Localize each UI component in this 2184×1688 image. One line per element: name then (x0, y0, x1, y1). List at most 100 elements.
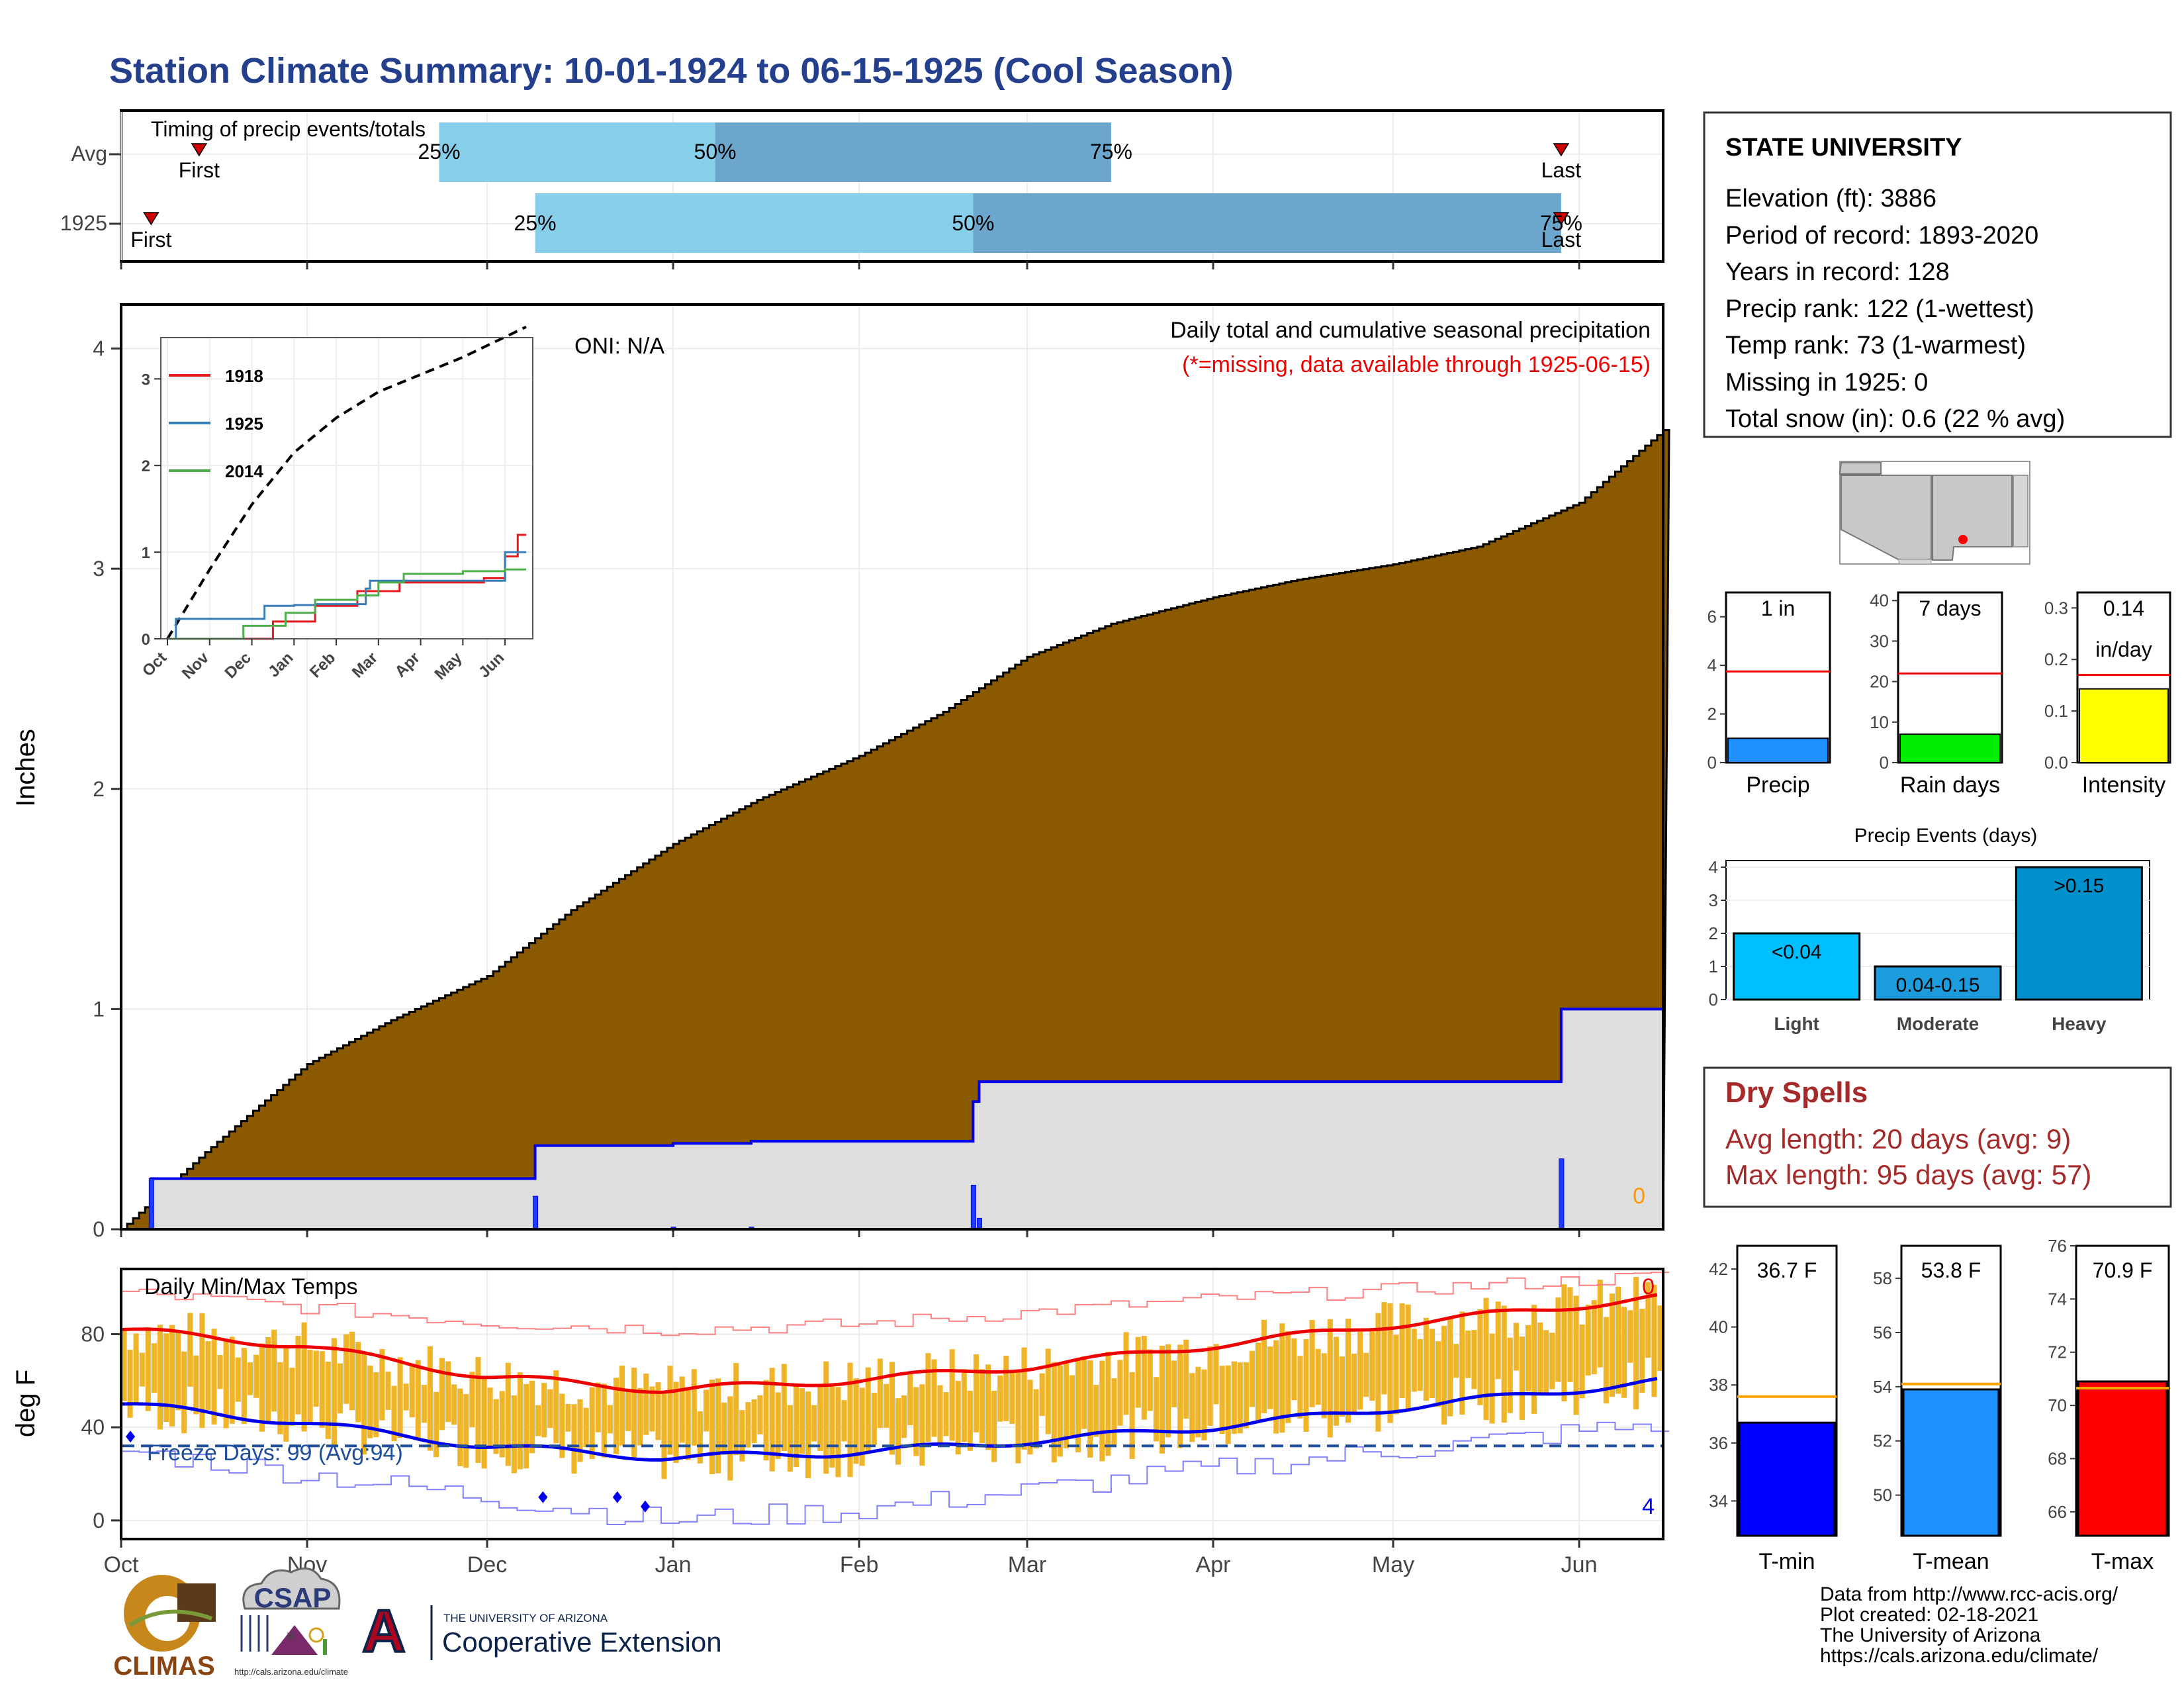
daily-temp-bar (853, 1378, 859, 1464)
summary-tick-label: 10 (1870, 712, 1889, 732)
timing-avg-first-label: First (179, 158, 220, 182)
daily-temp-bar (229, 1336, 235, 1424)
daily-temp-bar (679, 1376, 685, 1443)
inset-line-1918 (167, 534, 526, 640)
daily-temp-bar (1621, 1307, 1627, 1398)
x-axis-tick-label: Feb (840, 1552, 879, 1577)
daily-temp-bar (505, 1362, 511, 1466)
daily-temp-bar (493, 1399, 499, 1454)
daily-temp-bar (1045, 1348, 1051, 1434)
daily-temp-bar (823, 1361, 829, 1474)
summary-bar-label: Rain days (1900, 773, 2000, 798)
daily-temp-bar (961, 1369, 967, 1442)
temp-value-label: 36.7 F (1757, 1258, 1817, 1282)
daily-temp-bar (1483, 1297, 1489, 1421)
daily-temp-bar (1093, 1385, 1099, 1437)
event-category-label: Light (1774, 1013, 1819, 1034)
daily-temp-bar (463, 1393, 469, 1468)
daily-temp-bar (925, 1353, 931, 1442)
daily-temp-bar (295, 1336, 301, 1415)
daily-temp-bar (1507, 1337, 1513, 1413)
event-bar-light (1733, 932, 1861, 1001)
daily-temp-bar (1459, 1311, 1465, 1415)
timing-year-q50-label: 50% (952, 211, 994, 235)
temp-max-missing: 0 (1642, 1274, 1655, 1299)
daily-temp-bar (709, 1380, 715, 1474)
events-tick-label: 1 (1709, 957, 1718, 976)
temp-frame (120, 1268, 1664, 1540)
daily-temp-bar (727, 1396, 733, 1481)
temp-bar-t-min (1738, 1421, 1836, 1537)
daily-temp-bar (403, 1383, 409, 1411)
daily-temp-bar (1207, 1346, 1213, 1426)
daily-temp-bar (427, 1346, 433, 1451)
csap-cactus-icon (323, 1639, 327, 1655)
daily-temp-bar (319, 1351, 325, 1429)
csap-wordmark: CSAP (254, 1582, 332, 1613)
temp-panel: Daily Min/Max Temps Freeze Days: 99 (Avg… (11, 1268, 1670, 1577)
daily-temp-bar (433, 1391, 439, 1458)
freeze-marker (612, 1491, 622, 1503)
csap-sun-icon (308, 1627, 324, 1643)
map-region-north (1839, 462, 1882, 475)
daily-temp-bar (415, 1360, 421, 1439)
daily-temp-bar (553, 1370, 559, 1444)
footer-credits: Data from http://www.rcc-acis.org/ Plot … (1820, 1583, 2118, 1667)
summary-tick-label: 20 (1870, 672, 1889, 692)
daily-temp-bar (835, 1387, 841, 1477)
inset-y-tick-label: 2 (142, 457, 150, 475)
temp-bar-tick-label: 50 (1873, 1485, 1892, 1505)
daily-temp-bar (895, 1398, 901, 1465)
daily-temp-bar (247, 1362, 253, 1395)
cumulative-year-line (121, 1008, 1663, 1231)
daily-temp-bar (613, 1378, 619, 1454)
daily-temp-bar (1129, 1372, 1135, 1459)
daily-temp-bar (1615, 1286, 1621, 1394)
daily-temp-bar (937, 1385, 943, 1443)
csap-logo: CSAP ✳ http://cals.arizona.edu/climate (234, 1567, 348, 1677)
daily-temp-bar (1051, 1362, 1057, 1463)
temp-y-tick: 80 (81, 1322, 105, 1346)
inset-legend-label: 1925 (225, 414, 263, 434)
dry-spells-avg: Avg length: 20 days (avg: 9) (1725, 1123, 2071, 1154)
footer-institution: The University of Arizona (1820, 1624, 2041, 1646)
daily-temp-bar (619, 1366, 625, 1446)
daily-temp-bar (1021, 1347, 1027, 1450)
daily-temp-bar (1357, 1331, 1363, 1410)
daily-temp-bar (625, 1389, 631, 1431)
daily-temp-bar (325, 1362, 331, 1439)
station-info-box: STATE UNIVERSITY Elevation (ft): 3886 Pe… (1703, 111, 2172, 438)
csap-mountain-icon (271, 1625, 318, 1655)
freeze-marker (126, 1430, 136, 1443)
x-axis-tick-label: Jan (655, 1552, 692, 1577)
daily-temp-bar (445, 1361, 451, 1423)
summary-tick-label: 6 (1707, 607, 1717, 627)
inset-y-tick-label: 0 (142, 631, 150, 649)
daily-temp-bar (637, 1387, 643, 1446)
daily-temp-bar (1117, 1360, 1123, 1426)
daily-temp-bar (1441, 1325, 1447, 1425)
temp-bar-tick-label: 42 (1709, 1259, 1728, 1279)
daily-temp-bar (1015, 1370, 1021, 1464)
daily-temp-bar (577, 1399, 583, 1462)
month-x-axis: Oct Nov Dec Jan Feb Mar Apr May Jun (104, 1539, 1597, 1577)
daily-temp-bar (451, 1384, 457, 1425)
temp-bar-tick-label: 36 (1709, 1433, 1728, 1453)
daily-temp-bar (607, 1405, 613, 1434)
first-event-marker (142, 212, 159, 226)
daily-temp-bar (289, 1368, 295, 1426)
daily-temp-bar (919, 1384, 925, 1466)
freeze-days-label: Freeze Days: 99 (Avg:94) (147, 1440, 403, 1466)
x-axis-tick-label: Dec (467, 1552, 507, 1577)
daily-temp-bar (1033, 1389, 1039, 1449)
station-period: Period of record: 1893-2020 (1725, 222, 2038, 250)
daily-temp-bar (847, 1362, 853, 1477)
daily-temp-bar (253, 1354, 259, 1398)
daily-temp-bar (1645, 1282, 1651, 1358)
daily-temp-bar (1183, 1339, 1189, 1419)
csap-url: http://cals.arizona.edu/climate (234, 1667, 348, 1677)
precip-y-label: Inches (11, 729, 40, 807)
daily-temp-bar (985, 1364, 991, 1450)
daily-temp-bar (331, 1338, 337, 1446)
precip-events-plot: 0 1 2 3 4 <0.04 Light 0.04-0.15 Moderate >0.15 Hea… (1709, 857, 2150, 1034)
